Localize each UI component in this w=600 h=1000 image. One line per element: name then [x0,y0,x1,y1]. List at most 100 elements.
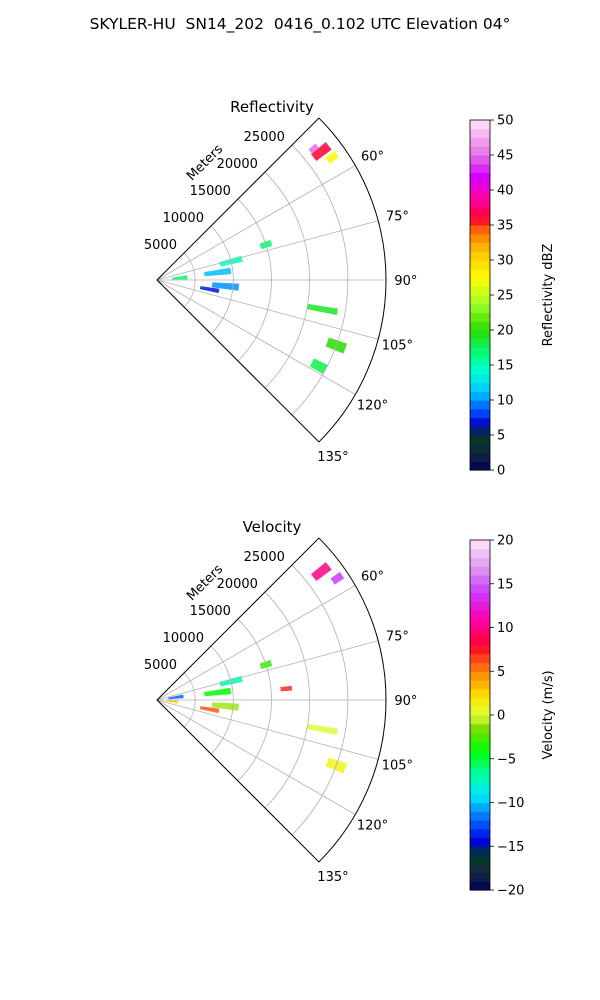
velocity-echo-region [211,702,239,711]
velocity-colorbar-segment [470,636,490,646]
velocity-colorbar-segment [470,785,490,795]
velocity-colorbar-segment [470,671,490,681]
reflectivity-colorbar-segment [470,268,490,279]
reflectivity-echo-region [172,275,188,280]
reflectivity-colorbar-segment [470,295,490,305]
reflectivity-colorbar-segment [470,277,490,287]
reflectivity-colorbar-tick-label: 5 [497,429,505,444]
velocity-colorbar-segment [470,697,490,707]
velocity-theta-tick-label: 135° [317,870,348,885]
velocity-theta-tick-label: 60° [361,570,384,585]
reflectivity-r-tick-label: 20000 [217,157,258,172]
velocity-echo-region [330,571,345,585]
velocity-r-tick-label: 15000 [190,604,231,619]
reflectivity-colorbar-segment [470,128,490,139]
reflectivity-colorbar-segment [470,347,490,357]
velocity-colorbar-segment [470,820,490,830]
reflectivity-colorbar-segment [470,338,490,349]
velocity-echo-region [204,687,232,697]
velocity-colorbar-segment [470,846,490,856]
velocity-colorbar-tick-label: 0 [497,709,505,724]
reflectivity-theta-tick-label: 60° [361,150,384,165]
reflectivity-r-tick-label: 5000 [144,238,177,253]
reflectivity-range-ring [183,252,196,308]
reflectivity-theta-tick-label: 75° [386,210,409,225]
velocity-colorbar-segment [470,540,490,550]
velocity-colorbar-segment [470,741,490,751]
velocity-colorbar-tick-label: 20 [497,534,514,549]
velocity-colorbar-tick-label: −5 [497,752,516,767]
reflectivity-theta-tick-label: 90° [394,274,417,289]
velocity-colorbar-segment [470,758,490,769]
reflectivity-colorbar-segment [470,452,490,462]
velocity-r-tick-label: 5000 [144,658,177,673]
reflectivity-colorbar-tick-label: 45 [497,149,514,164]
reflectivity-colorbar-segment [470,242,490,252]
velocity-colorbar-segment [470,872,490,882]
reflectivity-colorbar-segment [470,163,490,174]
velocity-colorbar-segment [470,706,490,716]
velocity-echo-region [168,694,184,700]
reflectivity-colorbar-tick-label: 15 [497,359,514,374]
velocity-colorbar-tick-label: −20 [497,884,524,899]
velocity-range-ring [291,564,349,836]
velocity-r-tick-label: 10000 [163,631,204,646]
velocity-theta-tick-label: 105° [382,758,413,773]
velocity-theta-tick-label: 90° [394,694,417,709]
reflectivity-colorbar-tick-label: 10 [497,394,514,409]
reflectivity-colorbar-segment [470,400,490,410]
reflectivity-colorbar-segment [470,303,490,314]
reflectivity-colorbar-segment [470,260,490,270]
velocity-panel-title: Velocity [243,518,302,536]
velocity-colorbar-segment [470,750,490,760]
velocity-colorbar-segment [470,793,490,804]
reflectivity-colorbar-segment [470,216,490,226]
figure-title: SKYLER-HU SN14_202 0416_0.102 UTC Elevat… [89,15,511,33]
reflectivity-colorbar-tick-label: 50 [497,114,514,129]
reflectivity-colorbar-segment [470,435,490,445]
reflectivity-echo-region [309,358,328,374]
velocity-colorbar-segment [470,855,490,865]
reflectivity-colorbar-tick-label: 20 [497,324,514,339]
reflectivity-colorbar-segment [470,225,490,235]
velocity-echo-region [280,685,293,692]
velocity-colorbar-segment [470,802,490,812]
reflectivity-colorbar-segment [470,426,490,436]
velocity-colorbar-tick-label: 10 [497,621,514,636]
velocity-colorbar-segment [470,680,490,690]
velocity-theta-tick-label: 120° [357,818,388,833]
velocity-colorbar-segment [470,618,490,629]
velocity-colorbar-segment [470,575,490,585]
reflectivity-colorbar-segment [470,172,490,182]
velocity-echo-region [310,562,332,582]
reflectivity-colorbar-segment [470,233,490,244]
reflectivity-colorbar-segment [470,137,490,147]
reflectivity-r-tick-label: 10000 [163,211,204,226]
velocity-colorbar-segment [470,688,490,699]
reflectivity-colorbar-segment [470,146,490,156]
velocity-colorbar-segment [470,583,490,594]
reflectivity-colorbar-tick-label: 40 [497,184,514,199]
velocity-panel: 60° 75° 90° 105° 120° 135° 5000 10000 15000 20000… [144,518,556,899]
reflectivity-colorbar-segment [470,373,490,384]
velocity-range-ring [183,672,196,728]
reflectivity-range-ring [291,144,349,416]
reflectivity-colorbar-segment [470,198,490,209]
reflectivity-echo-region [199,286,220,294]
velocity-colorbar-tick-label: 15 [497,577,514,592]
reflectivity-colorbar-segment [470,181,490,191]
velocity-theta-tick-label: 75° [386,630,409,645]
reflectivity-echo-region [310,142,332,162]
velocity-sector-frame [156,537,387,863]
reflectivity-colorbar: 0 5 10 15 20 25 30 35 40 45 50 Reflectivity dBZ [469,114,556,479]
velocity-colorbar-segment [470,645,490,655]
reflectivity-panel: 60° 75° 90° 105° 120° 135° 5000 10000 15000 20000… [144,98,556,479]
velocity-colorbar-segment [470,837,490,847]
reflectivity-colorbar-tick-label: 25 [497,289,514,304]
reflectivity-colorbar-segment [470,417,490,427]
velocity-colorbar-segment [470,557,490,567]
velocity-echo-region [306,723,338,735]
reflectivity-range-ring [210,225,234,335]
reflectivity-echo-region [306,303,338,315]
